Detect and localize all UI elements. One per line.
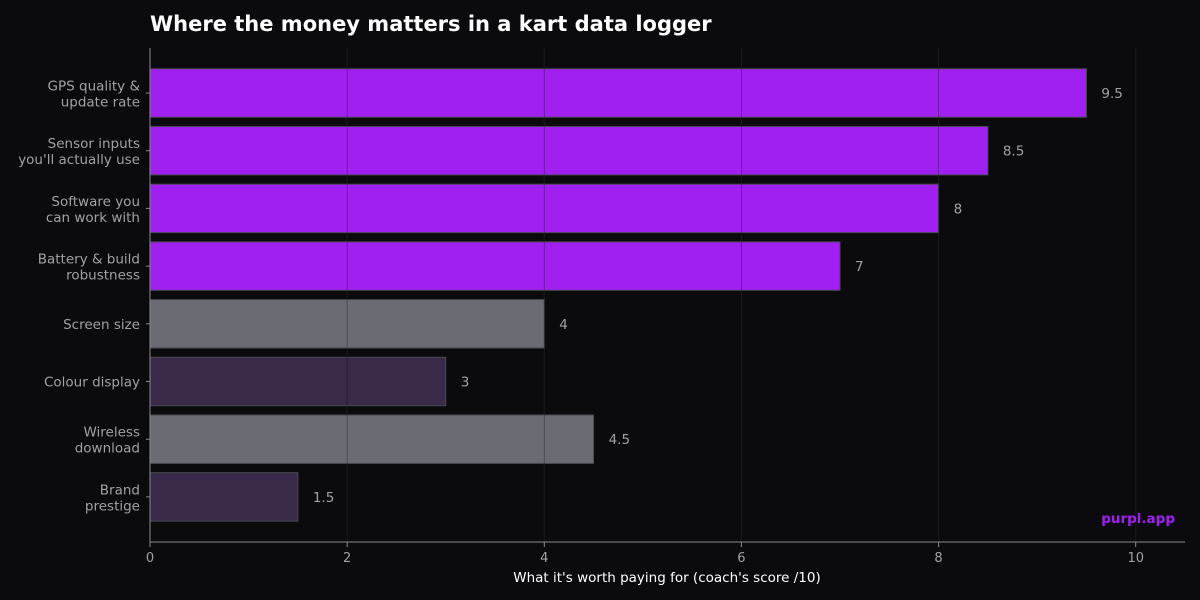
category-label-4: Screen size [63, 317, 140, 333]
bar-1 [149, 125, 989, 176]
value-label-5: 3 [461, 375, 470, 391]
x-tick-label-4: 8 [934, 551, 942, 566]
bar-7 [149, 472, 299, 522]
x-tick-label-2: 4 [540, 551, 548, 566]
bar-2 [149, 183, 940, 234]
value-label-1: 8.5 [1003, 144, 1024, 160]
value-label-7: 1.5 [313, 490, 334, 506]
labels: 9.5 GPS quality & update rate 8.5 Sensor inp… [18, 79, 1144, 567]
value-label-6: 4.5 [609, 432, 630, 448]
bar-0 [149, 68, 1087, 118]
bars [149, 48, 1137, 542]
category-label-3: Battery & build robustness [38, 252, 140, 284]
category-label-1: Sensor inputs you'll actually use [18, 136, 140, 168]
value-label-3: 7 [855, 259, 864, 275]
x-tick-label-1: 2 [343, 551, 351, 566]
value-label-0: 9.5 [1101, 86, 1122, 102]
x-tick-label-3: 6 [737, 551, 745, 566]
x-tick-label-5: 10 [1127, 551, 1144, 566]
category-label-6: Wireless download [75, 425, 140, 457]
value-label-2: 8 [954, 201, 963, 217]
category-label-2: Software you can work with [46, 194, 140, 226]
category-label-5: Colour display [44, 375, 140, 391]
category-label-0: GPS quality & update rate [48, 79, 141, 111]
bar-5 [149, 356, 447, 407]
category-label-7: Brand prestige [85, 482, 140, 514]
bar-6 [149, 414, 595, 464]
value-label-4: 4 [559, 317, 568, 333]
x-axis-label: What it's worth paying for (coach's scor… [513, 570, 820, 586]
chart-title: Where the money matters in a kart data l… [150, 12, 712, 36]
x-tick-label-0: 0 [146, 551, 154, 566]
axes [146, 48, 1185, 547]
bar-3 [149, 241, 841, 291]
watermark: purpl.app [1101, 511, 1175, 527]
